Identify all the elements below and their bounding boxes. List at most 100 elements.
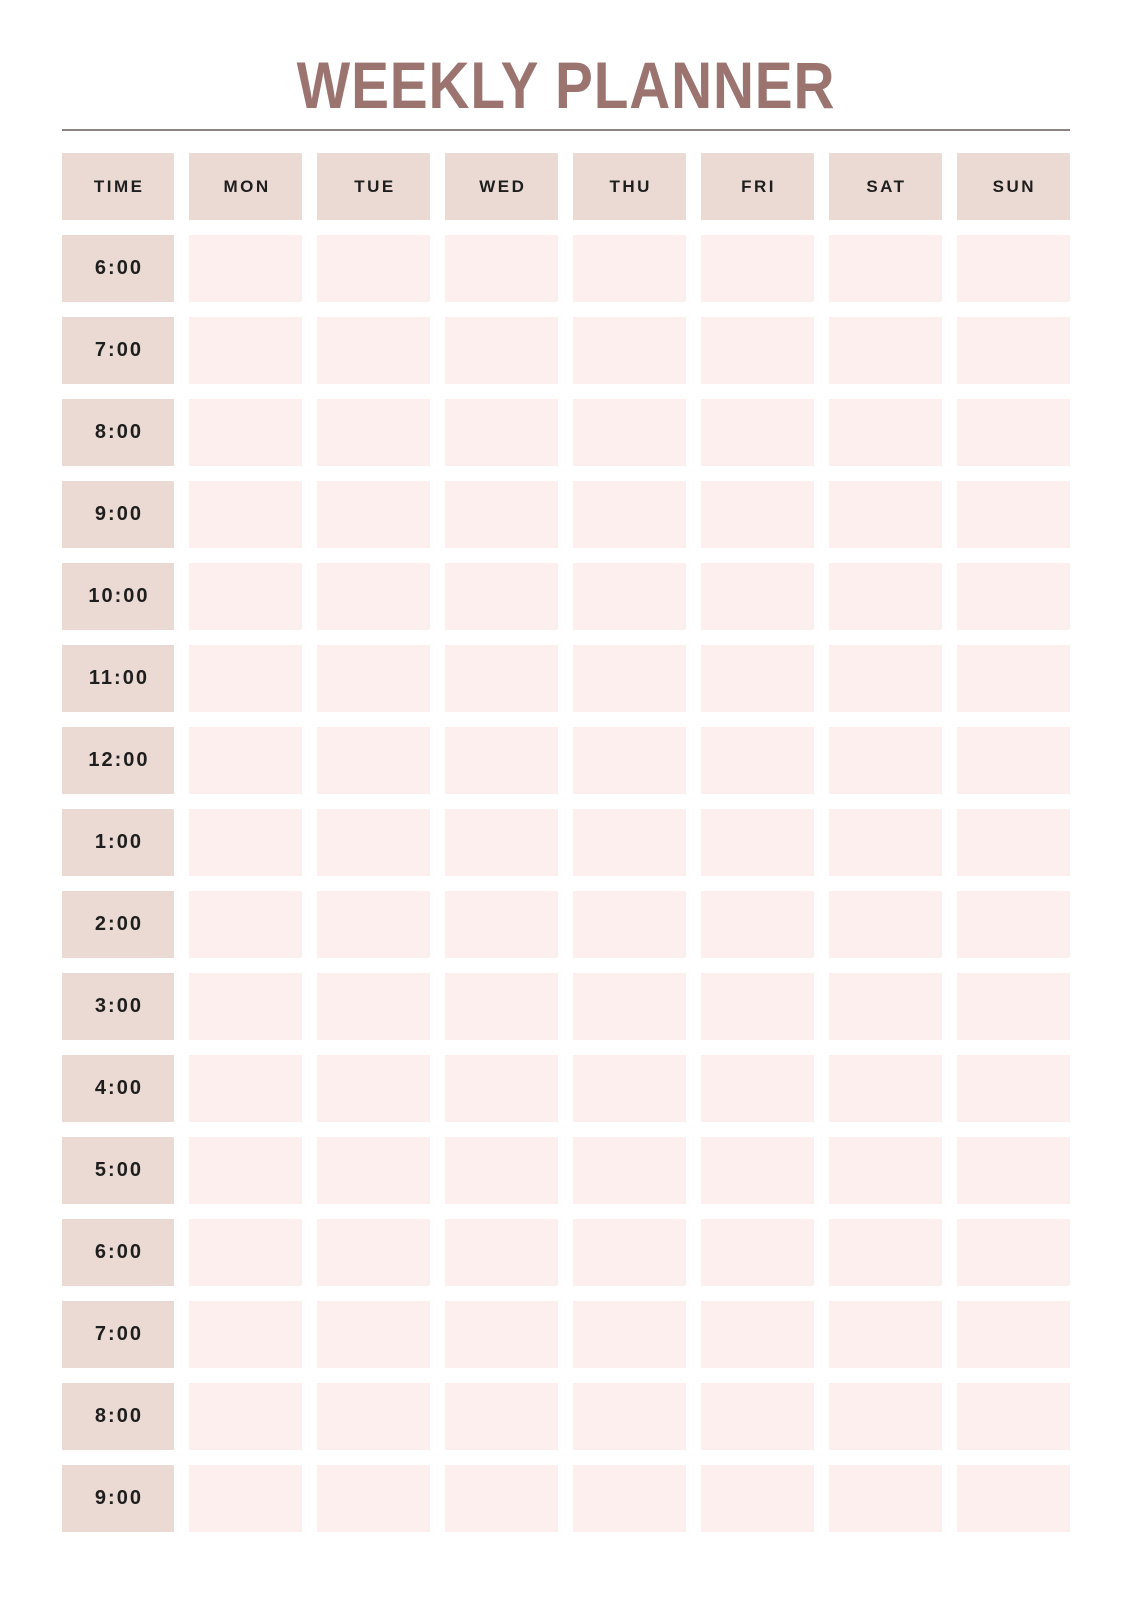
planner-slot-mon-row15 [189,1465,303,1532]
time-label: 11:00 [61,645,175,712]
planner-slot-fri-row12 [700,1219,814,1286]
planner-slot-fri-row1 [700,317,814,384]
planner-slot-mon-row0 [189,235,303,302]
planner-slot-thu-row6 [573,727,686,794]
planner-slot-wed-row13 [445,1301,558,1368]
time-label: 9:00 [61,481,175,548]
planner-slot-tue-row13 [317,1301,431,1368]
planner-slot-sun-row13 [956,1301,1070,1368]
planner-slot-wed-row7 [445,809,558,876]
time-label: 7:00 [61,1301,175,1368]
planner-slot-mon-row11 [189,1137,303,1204]
planner-slot-fri-row15 [700,1465,814,1532]
time-label: 10:00 [61,563,175,630]
planner-slot-wed-row6 [445,727,558,794]
planner-slot-fri-row7 [700,809,814,876]
planner-slot-wed-row5 [445,645,558,712]
planner-slot-mon-row4 [189,563,303,630]
planner-slot-sat-row7 [828,809,942,876]
column-header-thu: THU [573,153,686,220]
planner-slot-sat-row5 [828,645,942,712]
planner-slot-fri-row0 [700,235,814,302]
planner-slot-tue-row14 [317,1383,431,1450]
planner-slot-tue-row11 [317,1137,431,1204]
time-label: 2:00 [61,891,175,958]
planner-slot-sat-row13 [828,1301,942,1368]
planner-slot-sun-row14 [956,1383,1070,1450]
time-label: 12:00 [61,727,175,794]
planner-slot-mon-row3 [189,481,303,548]
planner-slot-mon-row2 [189,399,303,466]
planner-slot-tue-row5 [317,645,431,712]
planner-slot-mon-row13 [189,1301,303,1368]
planner-page: WEEKLY PLANNER TIME MON TUE WED THU FRI SAT SUN… [61,0,1070,1532]
planner-slot-tue-row0 [317,235,431,302]
planner-slot-sun-row12 [956,1219,1070,1286]
planner-slot-wed-row8 [445,891,558,958]
planner-slot-tue-row1 [317,317,431,384]
planner-slot-sun-row6 [956,727,1070,794]
planner-slot-fri-row6 [700,727,814,794]
page-title: WEEKLY PLANNER [296,48,835,122]
planner-slot-thu-row14 [573,1383,686,1450]
time-label: 5:00 [61,1137,175,1204]
planner-slot-sun-row4 [956,563,1070,630]
planner-slot-tue-row10 [317,1055,431,1122]
planner-slot-sat-row15 [828,1465,942,1532]
planner-slot-thu-row8 [573,891,686,958]
planner-slot-fri-row8 [700,891,814,958]
planner-slot-tue-row15 [317,1465,431,1532]
planner-slot-thu-row7 [573,809,686,876]
planner-slot-sun-row3 [956,481,1070,548]
planner-slot-sun-row5 [956,645,1070,712]
planner-slot-thu-row0 [573,235,686,302]
planner-slot-tue-row8 [317,891,431,958]
planner-slot-mon-row7 [189,809,303,876]
planner-slot-wed-row10 [445,1055,558,1122]
planner-slot-tue-row3 [317,481,431,548]
planner-slot-fri-row3 [700,481,814,548]
time-label: 8:00 [61,1383,175,1450]
planner-slot-sun-row15 [956,1465,1070,1532]
planner-slot-tue-row7 [317,809,431,876]
column-header-wed: WED [445,153,558,220]
time-label: 6:00 [61,1219,175,1286]
planner-slot-fri-row13 [700,1301,814,1368]
time-label: 1:00 [61,809,175,876]
planner-grid: TIME MON TUE WED THU FRI SAT SUN 6:00 7:00 8:00 9:0… [61,153,1070,1532]
planner-slot-wed-row2 [445,399,558,466]
planner-slot-fri-row10 [700,1055,814,1122]
planner-slot-wed-row1 [445,317,558,384]
planner-slot-mon-row12 [189,1219,303,1286]
planner-slot-sun-row2 [956,399,1070,466]
planner-slot-wed-row12 [445,1219,558,1286]
planner-slot-mon-row14 [189,1383,303,1450]
planner-slot-thu-row5 [573,645,686,712]
planner-slot-sat-row12 [828,1219,942,1286]
time-label: 4:00 [61,1055,175,1122]
planner-slot-fri-row5 [700,645,814,712]
planner-slot-sun-row11 [956,1137,1070,1204]
planner-slot-sat-row11 [828,1137,942,1204]
column-header-time: TIME [61,153,175,220]
planner-slot-wed-row9 [445,973,558,1040]
planner-slot-thu-row4 [573,563,686,630]
planner-slot-wed-row14 [445,1383,558,1450]
planner-slot-thu-row13 [573,1301,686,1368]
planner-slot-fri-row14 [700,1383,814,1450]
planner-slot-sat-row6 [828,727,942,794]
planner-slot-sun-row7 [956,809,1070,876]
planner-slot-mon-row6 [189,727,303,794]
planner-slot-sat-row14 [828,1383,942,1450]
planner-slot-tue-row12 [317,1219,431,1286]
planner-slot-sat-row1 [828,317,942,384]
planner-slot-tue-row9 [317,973,431,1040]
time-label: 9:00 [61,1465,175,1532]
column-header-sun: SUN [956,153,1070,220]
column-header-fri: FRI [700,153,814,220]
time-label: 7:00 [61,317,175,384]
planner-slot-wed-row15 [445,1465,558,1532]
planner-slot-wed-row11 [445,1137,558,1204]
planner-slot-mon-row9 [189,973,303,1040]
planner-slot-sun-row0 [956,235,1070,302]
